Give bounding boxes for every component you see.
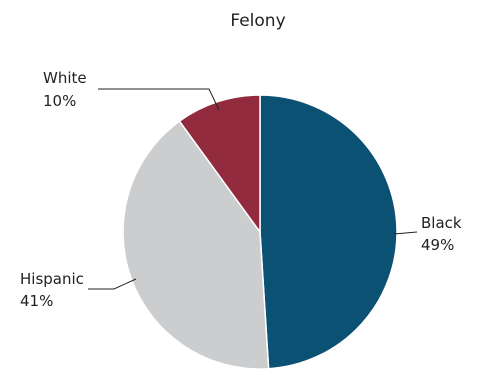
slice-value-white: 10%: [43, 92, 76, 110]
pie-labels: Black 49% Hispanic 41% White 10%: [20, 69, 462, 310]
slice-value-hispanic: 41%: [20, 292, 53, 310]
slice-label-black: Black: [421, 214, 462, 232]
chart-title: Felony: [230, 11, 285, 31]
leader-line-hispanic: [88, 278, 137, 290]
slice-label-hispanic: Hispanic: [20, 270, 84, 288]
leader-line-black: [393, 231, 418, 235]
pie-slice-white: [178, 94, 261, 235]
pie-slices: [122, 94, 398, 370]
slice-value-black: 49%: [421, 236, 454, 254]
leader-line-white: [98, 88, 220, 111]
pie-slice-black: [259, 94, 398, 370]
pie-slice-hispanic: [122, 120, 270, 370]
slice-label-white: White: [43, 69, 87, 87]
